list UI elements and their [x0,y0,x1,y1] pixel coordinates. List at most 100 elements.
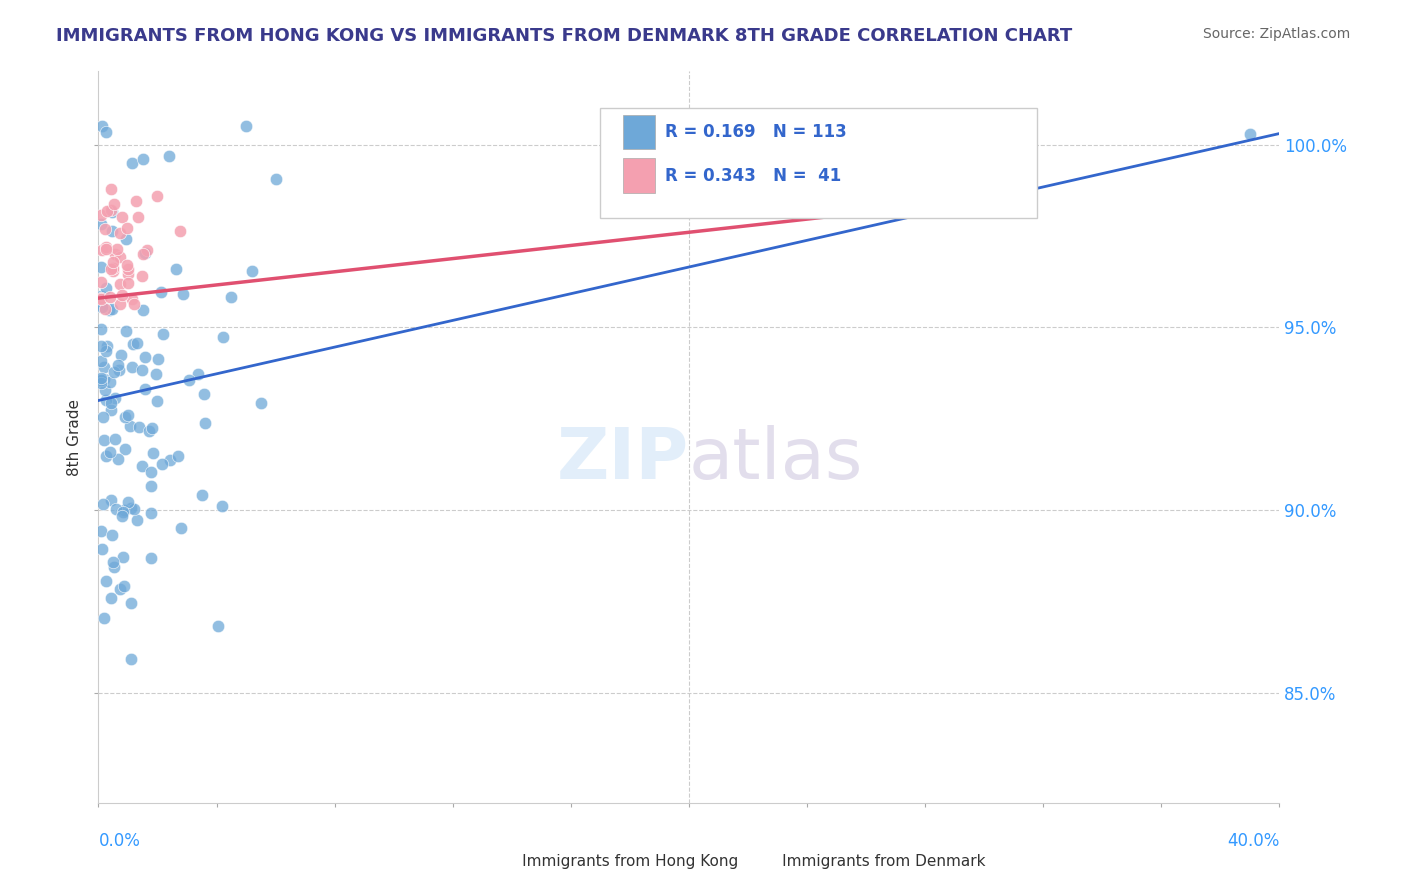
Point [103,560,125,574]
Point [112,502,135,516]
Point [90,289,112,303]
Point [187,367,209,381]
Point [134,382,156,396]
Point [94,383,117,397]
Point [120,418,142,433]
Text: 0.0%: 0.0% [98,832,141,850]
Text: R = 0.343   N =  41: R = 0.343 N = 41 [665,167,842,185]
Point [93,222,115,236]
Point [127,210,149,224]
Point [141,465,163,479]
Point [134,350,156,364]
FancyBboxPatch shape [730,831,761,858]
Point [94,281,117,295]
Point [91,120,114,134]
Point [100,591,122,605]
FancyBboxPatch shape [623,114,655,149]
Point [142,445,165,459]
Point [96,240,118,254]
Point [90,373,112,387]
Point [90,322,112,336]
Point [90,376,112,391]
Point [117,268,139,282]
FancyBboxPatch shape [470,831,501,858]
Point [165,262,187,277]
Y-axis label: 8th Grade: 8th Grade [67,399,83,475]
Text: Source: ZipAtlas.com: Source: ZipAtlas.com [1202,27,1350,41]
Point [264,171,287,186]
Point [193,387,215,401]
Point [131,363,153,377]
Point [103,365,125,379]
Point [98,290,121,304]
Point [104,391,127,405]
Point [120,501,142,516]
Point [91,301,114,315]
Point [111,508,134,523]
Point [96,449,118,463]
Point [94,124,117,138]
Text: atlas: atlas [689,425,863,493]
Point [132,247,155,261]
Point [101,263,124,277]
Point [191,488,214,502]
Point [170,521,193,535]
Point [90,524,112,538]
Point [139,550,162,565]
Point [120,652,142,666]
Point [101,302,124,317]
Point [110,348,132,362]
Point [114,409,136,424]
Point [115,221,138,235]
Point [94,301,117,317]
Point [114,442,136,456]
Point [117,408,139,422]
Point [100,182,122,196]
Point [94,392,117,407]
Point [100,493,122,508]
Point [100,528,122,542]
Point [141,421,163,435]
Point [101,556,124,570]
Point [90,260,112,274]
Point [121,293,143,307]
Point [120,597,142,611]
Point [100,403,122,417]
Point [90,208,112,222]
Point [159,453,181,467]
Point [90,217,112,231]
Point [111,288,134,302]
Point [107,358,129,372]
Point [90,370,112,384]
Text: IMMIGRANTS FROM HONG KONG VS IMMIGRANTS FROM DENMARK 8TH GRADE CORRELATION CHART: IMMIGRANTS FROM HONG KONG VS IMMIGRANTS … [56,27,1073,45]
Point [111,210,134,224]
Point [96,574,118,588]
Point [91,497,114,511]
Point [240,264,263,278]
Point [98,302,121,317]
Point [167,449,190,463]
Point [112,579,135,593]
Point [1239,127,1261,141]
Point [124,502,146,516]
Point [121,359,143,374]
Point [125,335,148,350]
Point [90,243,112,257]
Point [132,303,155,318]
Point [146,394,169,409]
Point [136,243,159,257]
Point [93,434,115,448]
Point [139,506,162,520]
Point [105,242,128,256]
Point [103,433,125,447]
Point [108,362,131,376]
Point [107,451,129,466]
Point [117,495,139,509]
Point [131,152,153,166]
Text: R = 0.169   N = 113: R = 0.169 N = 113 [665,123,846,141]
Point [122,296,145,310]
Point [108,226,131,240]
Point [121,156,143,170]
Point [235,120,257,134]
Point [152,327,174,342]
